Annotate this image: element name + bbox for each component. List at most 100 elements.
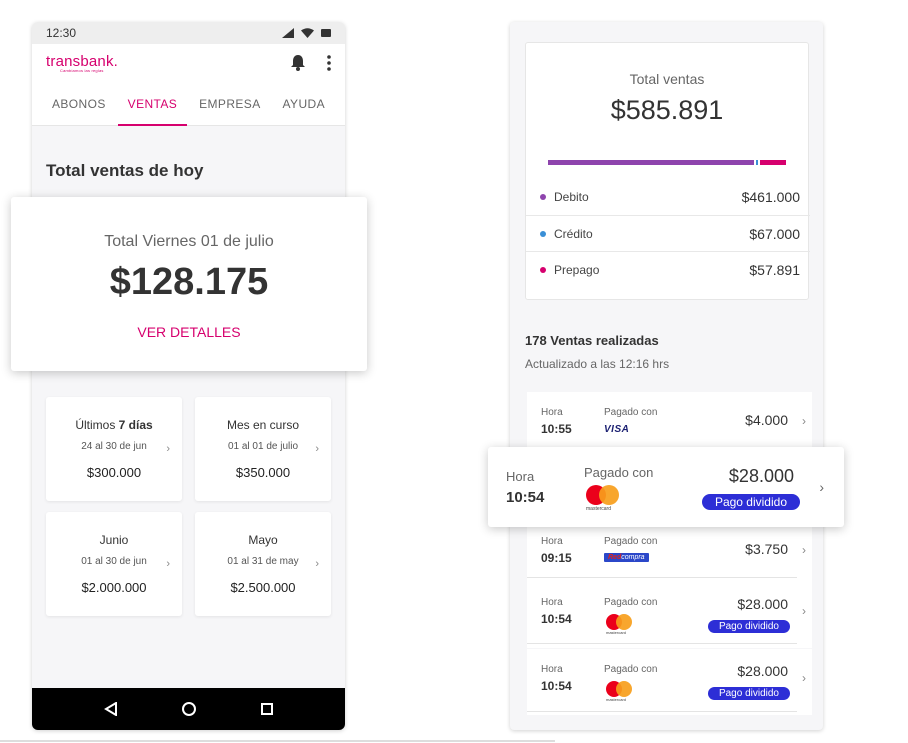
- sales-summary-card: Total ventas $585.891 Debito $461.000 Cr…: [525, 42, 810, 300]
- divider: [527, 643, 797, 644]
- tab-abonos[interactable]: ABONOS: [52, 96, 106, 111]
- period-card-last-7-days[interactable]: Últimos 7 días 24 al 30 de jun $300.000 …: [46, 397, 182, 501]
- sales-count: 178 Ventas realizadas: [525, 333, 659, 348]
- breakdown-label: Debito: [538, 190, 589, 204]
- today-total-card: Total Viernes 01 de julio $128.175 VER D…: [11, 197, 367, 371]
- visa-logo-icon: VISA: [604, 424, 630, 435]
- recents-icon[interactable]: [260, 702, 274, 716]
- period-amount: $2.000.000: [81, 580, 147, 595]
- pagado-label: Pagado con: [604, 407, 658, 418]
- status-bar: 12:30: [32, 22, 345, 44]
- breakdown-segment-prepago: [760, 160, 786, 165]
- breakdown-row-debito: Debito $461.000: [538, 179, 800, 215]
- divider: [527, 577, 797, 578]
- prepago-dot-icon: [540, 267, 546, 273]
- highlighted-sale-card[interactable]: Hora 10:54 Pagado con mastercard $28.000…: [488, 447, 844, 527]
- split-payment-badge: Pago dividido: [707, 620, 790, 633]
- status-time: 12:30: [46, 26, 77, 40]
- period-card-may[interactable]: Mayo 01 al 31 de may $2.500.000 ›: [195, 512, 331, 616]
- hora-value: 09:15: [541, 551, 572, 565]
- redcompra-logo-icon: Redcompra: [604, 553, 649, 562]
- credito-dot-icon: [540, 231, 546, 237]
- breakdown-label-text: Debito: [554, 190, 589, 204]
- hora-value: 10:54: [506, 489, 545, 506]
- period-card-current-month[interactable]: Mes en curso 01 al 01 de julio $350.000 …: [195, 397, 331, 501]
- breakdown-row-credito: Crédito $67.000: [538, 216, 800, 252]
- bell-icon[interactable]: [291, 55, 305, 71]
- view-details-link[interactable]: VER DETALLES: [137, 324, 241, 340]
- sale-amount: $4.000: [745, 412, 788, 428]
- period-title-prefix: Junio: [99, 533, 129, 547]
- sale-amount: $28.000: [728, 466, 794, 486]
- pagado-label: Pagado con: [604, 597, 658, 608]
- tab-ayuda[interactable]: AYUDA: [282, 96, 325, 111]
- sale-row[interactable]: Hora 10:54 Pagado con mastercard $28.000…: [527, 582, 812, 648]
- more-vert-icon[interactable]: [327, 55, 331, 71]
- chevron-right-icon: ›: [802, 671, 806, 685]
- period-title-prefix: Mayo: [248, 533, 278, 547]
- breakdown-segment-crédito: [755, 160, 759, 165]
- period-title-prefix: Mes en curso: [226, 418, 300, 432]
- period-amount: $2.500.000: [230, 580, 296, 595]
- summary-amount: $585.891: [610, 95, 724, 125]
- hora-value: 10:54: [541, 679, 572, 693]
- tab-empresa[interactable]: EMPRESA: [199, 96, 261, 111]
- sale-row[interactable]: Hora 10:54 Pagado con mastercard $28.000…: [527, 649, 812, 715]
- app-bar: transbank. Cambiamos las reglas: [32, 44, 345, 82]
- period-title: Mayo: [195, 533, 331, 547]
- battery-icon: [321, 29, 331, 37]
- summary-title: Total ventas: [629, 71, 705, 87]
- chevron-right-icon: ›: [166, 558, 170, 570]
- debito-dot-icon: [540, 194, 546, 200]
- transbank-logo: transbank. Cambiamos las reglas: [46, 53, 118, 73]
- chevron-right-icon: ›: [166, 443, 170, 455]
- chevron-right-icon: ›: [315, 443, 319, 455]
- phone-screen: 12:30 transbank. Cambiamos las reglas AB…: [32, 22, 345, 730]
- signal-icon: [282, 28, 294, 38]
- mastercard-logo-icon: mastercard: [604, 681, 634, 703]
- pagado-label: Pagado con: [604, 664, 658, 675]
- breakdown-label-text: Crédito: [554, 227, 593, 241]
- period-card-june[interactable]: Junio 01 al 30 de jun $2.000.000 ›: [46, 512, 182, 616]
- back-icon[interactable]: [103, 702, 118, 716]
- breakdown-bar: [548, 160, 786, 165]
- tab-ventas[interactable]: VENTAS: [117, 82, 187, 126]
- hora-value: 10:55: [541, 422, 572, 436]
- chevron-right-icon: ›: [802, 604, 806, 618]
- period-title: Últimos 7 días: [46, 418, 182, 432]
- breakdown-label-text: Prepago: [554, 263, 600, 277]
- section-title: Total ventas de hoy: [46, 161, 204, 180]
- period-title-bold: 7 días: [118, 418, 153, 432]
- pagado-label: Pagado con: [604, 536, 658, 547]
- tab-bar: ABONOS VENTAS EMPRESA AYUDA: [32, 82, 345, 126]
- breakdown-label: Prepago: [538, 263, 599, 277]
- sale-amount: $3.750: [745, 541, 788, 557]
- breakdown-amount: $67.000: [749, 226, 800, 242]
- split-payment-badge: Pago dividido: [701, 494, 800, 510]
- sales-panel: Total ventas $585.891 Debito $461.000 Cr…: [510, 22, 823, 730]
- period-range: 24 al 30 de jun: [81, 441, 147, 452]
- status-icons: [282, 28, 331, 38]
- chevron-right-icon: ›: [819, 479, 824, 495]
- split-payment-badge: Pago dividido: [707, 687, 790, 700]
- hora-label: Hora: [541, 407, 563, 418]
- hora-value: 10:54: [541, 612, 572, 626]
- divider: [527, 711, 797, 712]
- period-title: Mes en curso: [195, 418, 331, 432]
- chevron-right-icon: ›: [802, 414, 806, 428]
- updated-time: Actualizado a las 12:16 hrs: [525, 357, 670, 371]
- hora-label: Hora: [541, 664, 563, 675]
- day-card-title: Total Viernes 01 de julio: [104, 233, 274, 250]
- mastercard-text: mastercard: [606, 697, 627, 702]
- sale-row[interactable]: Hora 09:15 Pagado con Redcompra $3.750 ›: [527, 521, 812, 587]
- redcompra-red-text: Red: [608, 554, 622, 561]
- pagado-label: Pagado con: [584, 465, 654, 480]
- redcompra-compra-text: compra: [621, 554, 645, 561]
- hora-label: Hora: [541, 597, 563, 608]
- mastercard-logo-icon: mastercard: [584, 485, 624, 513]
- chevron-right-icon: ›: [802, 543, 806, 557]
- home-icon[interactable]: [181, 701, 197, 717]
- day-card-amount: $128.175: [109, 261, 269, 303]
- mastercard-text: mastercard: [606, 630, 627, 635]
